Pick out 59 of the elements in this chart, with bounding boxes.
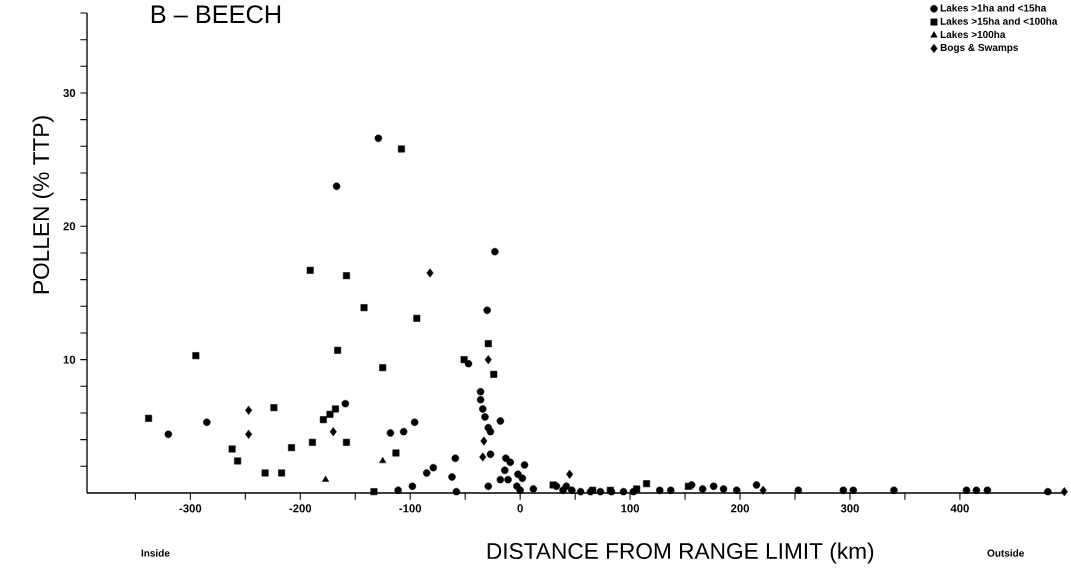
- legend-label: Bogs & Swamps: [940, 43, 1019, 54]
- point: [549, 481, 557, 489]
- point: [379, 364, 387, 372]
- point: [322, 475, 330, 482]
- x-tick-label: 100: [621, 504, 640, 513]
- point: [245, 405, 253, 415]
- point: [370, 488, 378, 496]
- y-tick-label: 20: [63, 222, 76, 231]
- point: [484, 355, 492, 365]
- x-tick-label: 400: [950, 504, 969, 513]
- point: [234, 457, 242, 465]
- point: [392, 449, 400, 457]
- point: [426, 268, 434, 278]
- point: [684, 482, 692, 490]
- point: [326, 410, 334, 418]
- point: [490, 370, 498, 378]
- point: [643, 480, 651, 488]
- point: [334, 346, 342, 354]
- x-tick-label: 200: [730, 504, 750, 513]
- legend-label: Lakes >15ha and <100ha: [940, 17, 1058, 25]
- chart-title: B – BEECH: [151, 5, 281, 24]
- point: [342, 438, 350, 446]
- point: [319, 416, 327, 424]
- point: [261, 469, 269, 477]
- point: [360, 304, 368, 312]
- point: [342, 272, 350, 280]
- point: [306, 266, 314, 274]
- point: [228, 445, 236, 453]
- point: [479, 452, 487, 462]
- x-axis-title: DISTANCE FROM RANGE LIMIT (km): [487, 542, 874, 564]
- point: [566, 469, 574, 479]
- x-tick-label: -100: [399, 504, 422, 513]
- point: [329, 427, 337, 437]
- point: [397, 145, 405, 153]
- point: [192, 352, 200, 360]
- point: [270, 404, 278, 412]
- text: Outside: [987, 549, 1024, 557]
- point: [480, 436, 488, 446]
- y-tick-label: 30: [63, 88, 76, 98]
- point: [484, 340, 492, 348]
- point: [145, 414, 153, 422]
- point: [331, 405, 339, 413]
- x-tick-label: -200: [289, 504, 312, 513]
- point: [379, 456, 387, 464]
- point: [308, 438, 316, 446]
- x-tick-label: 300: [840, 504, 859, 513]
- x-tick-label: -300: [179, 504, 202, 513]
- point: [288, 444, 295, 452]
- y-axis-title: POLLEN (% TTP): [32, 116, 54, 294]
- point: [759, 485, 767, 495]
- y-tick-label: 10: [63, 355, 76, 364]
- legend-label: Lakes >1ha and <15ha: [940, 4, 1047, 12]
- x-tick-label: 0: [517, 504, 523, 513]
- legend-label: Lakes >100ha: [940, 30, 1006, 39]
- point: [633, 485, 641, 493]
- point: [413, 314, 421, 322]
- text: Inside: [141, 549, 170, 557]
- point: [245, 429, 253, 439]
- point: [278, 469, 286, 477]
